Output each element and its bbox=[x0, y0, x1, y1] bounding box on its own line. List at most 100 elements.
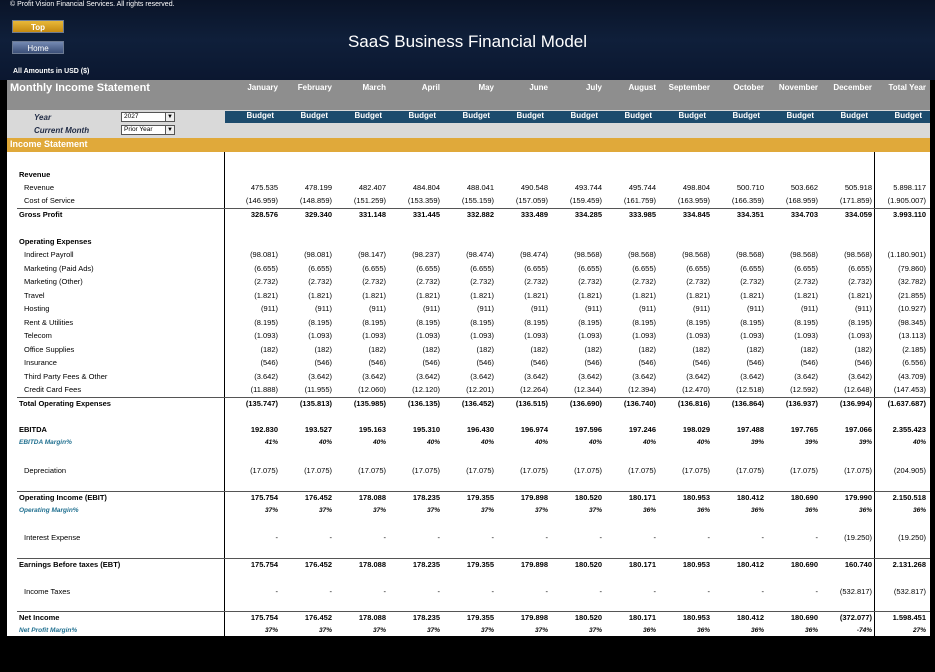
top-button[interactable]: Top bbox=[12, 20, 64, 33]
cell-value: (32.782) bbox=[898, 277, 926, 286]
table-row: Operating Income (EBIT) 175.754 176.452 178… bbox=[7, 493, 930, 505]
cell-value: - bbox=[437, 533, 441, 542]
cell-value: 331.445 bbox=[412, 210, 440, 219]
cell-value: (2.732) bbox=[740, 277, 764, 286]
cell-value: 41% bbox=[264, 439, 278, 446]
cell-value: 175.754 bbox=[250, 560, 278, 569]
cell-value: (1.821) bbox=[848, 291, 872, 300]
cell-value: 176.452 bbox=[304, 560, 332, 569]
month-header: September bbox=[668, 83, 710, 92]
cell-value: (2.732) bbox=[308, 277, 332, 286]
row-label: Operating Expenses bbox=[19, 237, 92, 246]
row-label: Depreciation bbox=[24, 466, 67, 475]
cell-value: (136.452) bbox=[461, 399, 494, 408]
cell-value: 192.830 bbox=[250, 425, 278, 434]
cell-value: (182) bbox=[530, 345, 548, 354]
home-button[interactable]: Home bbox=[12, 41, 64, 54]
cell-value: (3.642) bbox=[578, 372, 602, 381]
cell-value: 197.488 bbox=[736, 425, 764, 434]
cell-value: (157.059) bbox=[515, 196, 548, 205]
cell-value: - bbox=[329, 587, 333, 596]
cell-value: (546) bbox=[260, 358, 278, 367]
cell-value: (3.642) bbox=[254, 372, 278, 381]
cell-value: (182) bbox=[692, 345, 710, 354]
currency-note: All Amounts in USD ($) bbox=[13, 68, 90, 75]
budget-header: Budget bbox=[246, 111, 274, 120]
dropdown-arrow-icon[interactable]: ▼ bbox=[165, 126, 174, 134]
cell-value: (17.075) bbox=[250, 466, 278, 475]
cell-value: (17.075) bbox=[844, 466, 872, 475]
cell-value: (17.075) bbox=[790, 466, 818, 475]
row-separator bbox=[17, 491, 930, 492]
cell-value: 37% bbox=[588, 627, 602, 634]
table-row: Insurance (546) (546) (546) (546) (546) (546) (… bbox=[7, 358, 930, 370]
current-month-select[interactable]: Prior Year ▼ bbox=[121, 125, 175, 135]
cell-value: (546) bbox=[692, 358, 710, 367]
cell-value: 36% bbox=[804, 627, 818, 634]
cell-value: (98.568) bbox=[844, 250, 872, 259]
cell-value: 39% bbox=[804, 439, 818, 446]
cell-value: (1.093) bbox=[362, 331, 386, 340]
table-row: EBITDA 192.830 193.527 195.163 195.310 196.43… bbox=[7, 425, 930, 437]
cell-value: (17.075) bbox=[412, 466, 440, 475]
month-header: November bbox=[778, 83, 818, 92]
cell-value: (12.060) bbox=[358, 385, 386, 394]
cell-value: (1.093) bbox=[416, 331, 440, 340]
cell-value: 175.754 bbox=[250, 613, 278, 622]
cell-value: 37% bbox=[426, 507, 440, 514]
cell-value: (3.642) bbox=[416, 372, 440, 381]
month-header: April bbox=[421, 83, 440, 92]
cell-value: 180.690 bbox=[790, 560, 818, 569]
cell-value: (182) bbox=[854, 345, 872, 354]
year-label: Year bbox=[34, 113, 52, 122]
cell-value: -74% bbox=[856, 627, 872, 634]
cell-value: (146.959) bbox=[245, 196, 278, 205]
row-label: Third Party Fees & Other bbox=[24, 372, 108, 381]
row-separator bbox=[17, 397, 930, 398]
cell-value: 493.744 bbox=[574, 183, 602, 192]
cell-value: 180.953 bbox=[682, 560, 710, 569]
cell-value: (8.195) bbox=[686, 318, 710, 327]
cell-value: (204.905) bbox=[893, 466, 926, 475]
cell-value: 179.898 bbox=[520, 493, 548, 502]
cell-value: (166.359) bbox=[731, 196, 764, 205]
row-label: Insurance bbox=[24, 358, 57, 367]
cell-value: (1.093) bbox=[848, 331, 872, 340]
cell-value: (1.093) bbox=[740, 331, 764, 340]
income-statement-sheet: Monthly Income Statement January February… bbox=[7, 80, 930, 636]
row-label: Travel bbox=[24, 291, 45, 300]
cell-value: (13.113) bbox=[898, 331, 926, 340]
section-header: Income Statement bbox=[7, 138, 930, 152]
scenario-strip bbox=[225, 111, 930, 123]
cell-value: (2.732) bbox=[362, 277, 386, 286]
table-row: Net Income 175.754 176.452 178.088 178.235 17… bbox=[7, 613, 930, 625]
row-label: Hosting bbox=[24, 304, 50, 313]
cell-value: 193.527 bbox=[304, 425, 332, 434]
cell-value: (911) bbox=[261, 304, 278, 313]
year-select[interactable]: 2027 ▼ bbox=[121, 112, 175, 122]
cell-value: (21.855) bbox=[898, 291, 926, 300]
cell-value: (1.821) bbox=[794, 291, 818, 300]
cell-value: (1.821) bbox=[362, 291, 386, 300]
cell-value: (19.250) bbox=[844, 533, 872, 542]
cell-value: (17.075) bbox=[628, 466, 656, 475]
cell-value: (3.642) bbox=[524, 372, 548, 381]
cell-value: (911) bbox=[531, 304, 548, 313]
cell-value: (147.453) bbox=[893, 385, 926, 394]
column-divider bbox=[874, 152, 875, 636]
cell-value: 5.898.117 bbox=[893, 183, 926, 192]
cell-value: - bbox=[761, 533, 765, 542]
cell-value: (1.093) bbox=[686, 331, 710, 340]
dropdown-arrow-icon[interactable]: ▼ bbox=[165, 113, 174, 121]
cell-value: (12.394) bbox=[628, 385, 656, 394]
cell-value: 180.412 bbox=[736, 560, 764, 569]
cell-value: 482.407 bbox=[358, 183, 386, 192]
cell-value: (911) bbox=[855, 304, 872, 313]
cell-value: 27% bbox=[912, 627, 926, 634]
month-header: May bbox=[478, 83, 494, 92]
cell-value: (98.568) bbox=[628, 250, 656, 259]
cell-value: (8.195) bbox=[254, 318, 278, 327]
cell-value: 179.898 bbox=[520, 613, 548, 622]
cell-value: 179.990 bbox=[844, 493, 872, 502]
cell-value: 180.412 bbox=[736, 613, 764, 622]
